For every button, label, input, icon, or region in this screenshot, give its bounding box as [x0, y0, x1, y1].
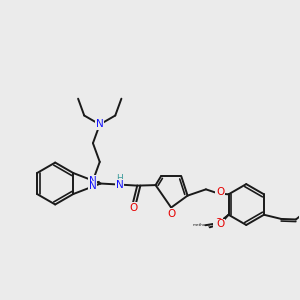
Text: H: H [116, 174, 123, 183]
Text: O: O [216, 219, 224, 229]
Text: N: N [116, 180, 123, 190]
Text: O: O [216, 187, 224, 197]
Text: O: O [167, 209, 176, 219]
Text: N: N [89, 182, 97, 191]
Text: O: O [213, 219, 222, 229]
Text: O: O [129, 203, 137, 213]
Text: N: N [89, 176, 97, 186]
Text: O: O [214, 218, 222, 228]
Text: methoxy: methoxy [192, 223, 210, 227]
Text: N: N [96, 119, 103, 130]
